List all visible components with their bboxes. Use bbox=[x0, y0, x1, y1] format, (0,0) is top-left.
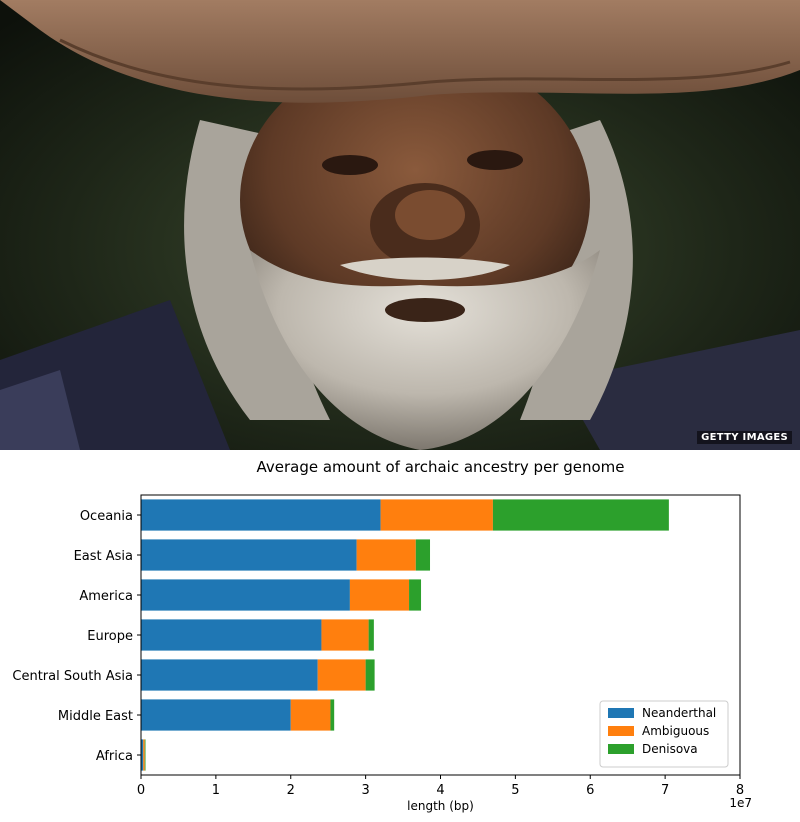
bar-neanderthal-central-south-asia bbox=[141, 659, 318, 691]
x-tick-label: 2 bbox=[287, 783, 295, 798]
bar-denisova-europe bbox=[368, 619, 374, 651]
x-axis-scale-note: 1e7 bbox=[729, 796, 752, 810]
bar-denisova-africa bbox=[144, 739, 146, 771]
x-tick-label: 3 bbox=[361, 783, 369, 798]
bar-neanderthal-east-asia bbox=[141, 539, 357, 571]
bars-group bbox=[141, 499, 669, 771]
y-tick-label: Oceania bbox=[80, 509, 133, 524]
bar-neanderthal-middle-east bbox=[141, 699, 291, 731]
bar-denisova-america bbox=[409, 579, 422, 611]
bar-neanderthal-africa bbox=[141, 739, 144, 771]
legend-label-denisova: Denisova bbox=[642, 742, 698, 756]
x-tick-label: 6 bbox=[586, 783, 594, 798]
x-tick-label: 8 bbox=[736, 783, 744, 798]
x-axis-title: length (bp) bbox=[407, 799, 474, 813]
archaic-ancestry-chart: Average amount of archaic ancestry per g… bbox=[12, 458, 752, 813]
bar-ambiguous-middle-east bbox=[290, 699, 331, 731]
bar-ambiguous-africa bbox=[143, 739, 145, 771]
y-tick-label: Africa bbox=[96, 749, 133, 764]
x-tick-label: 0 bbox=[137, 783, 145, 798]
bar-neanderthal-america bbox=[141, 579, 350, 611]
legend-swatch-neanderthal bbox=[608, 708, 634, 718]
x-tick-label: 4 bbox=[436, 783, 444, 798]
bar-denisova-central-south-asia bbox=[365, 659, 375, 691]
bar-neanderthal-oceania bbox=[141, 499, 381, 531]
legend-swatch-ambiguous bbox=[608, 726, 634, 736]
aboriginal-elder-photo bbox=[0, 0, 800, 450]
legend-swatch-denisova bbox=[608, 744, 634, 754]
bar-ambiguous-europe bbox=[321, 619, 369, 651]
legend-label-ambiguous: Ambiguous bbox=[642, 724, 709, 738]
x-tick-label: 5 bbox=[511, 783, 519, 798]
chart-title: Average amount of archaic ancestry per g… bbox=[256, 458, 624, 476]
bar-ambiguous-central-south-asia bbox=[317, 659, 366, 691]
photo-credit: GETTY IMAGES bbox=[697, 431, 792, 444]
bar-denisova-east-asia bbox=[415, 539, 431, 571]
bar-denisova-middle-east bbox=[330, 699, 335, 731]
x-tick-label: 1 bbox=[212, 783, 220, 798]
y-tick-label: Middle East bbox=[58, 709, 133, 724]
y-tick-label: East Asia bbox=[74, 549, 133, 564]
x-tick-label: 7 bbox=[661, 783, 669, 798]
legend-label-neanderthal: Neanderthal bbox=[642, 706, 716, 720]
bar-neanderthal-europe bbox=[141, 619, 322, 651]
y-tick-label: America bbox=[79, 589, 133, 604]
bar-ambiguous-oceania bbox=[380, 499, 493, 531]
bar-ambiguous-america bbox=[349, 579, 410, 611]
y-axis: Oceania East Asia America Europe Central Sou… bbox=[12, 509, 141, 764]
bar-denisova-oceania bbox=[492, 499, 669, 531]
y-tick-label: Europe bbox=[87, 629, 133, 644]
chart-legend: Neanderthal Ambiguous Denisova bbox=[599, 700, 729, 768]
y-tick-label: Central South Asia bbox=[12, 669, 133, 684]
x-axis: 0 1 2 3 4 5 6 7 8 bbox=[137, 775, 744, 798]
bar-ambiguous-east-asia bbox=[356, 539, 416, 571]
